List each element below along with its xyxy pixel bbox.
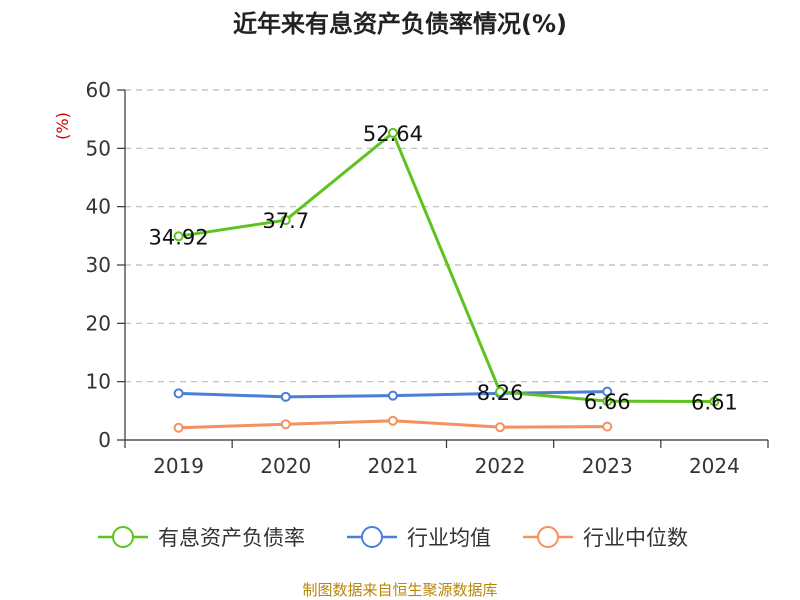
x-tick-label: 2023 xyxy=(582,454,633,478)
data-label: 52.64 xyxy=(363,122,423,146)
y-tick-label: 20 xyxy=(86,311,111,335)
legend-marker xyxy=(537,526,559,548)
y-tick-label: 40 xyxy=(86,195,111,219)
data-point xyxy=(387,127,398,138)
y-tick-label: 0 xyxy=(98,428,111,452)
y-tick-label: 10 xyxy=(86,370,111,394)
x-tick-label: 2022 xyxy=(475,454,526,478)
x-tick-label: 2021 xyxy=(367,454,418,478)
legend-label: 行业均值 xyxy=(407,526,491,550)
gridlines xyxy=(125,89,768,383)
data-labels: 34.92 37.7 52.64 8.26 6.66 6.61 xyxy=(149,122,738,415)
y-axis-unit: (%) xyxy=(53,112,72,140)
legend-item-2: 行业均值 xyxy=(347,526,491,550)
legend-item-3: 行业中位数 xyxy=(523,526,688,550)
data-point xyxy=(602,386,613,397)
data-label: 8.26 xyxy=(477,381,524,405)
x-tick-label: 2019 xyxy=(153,454,204,478)
x-tick-label: 2024 xyxy=(689,454,740,478)
data-label: 34.92 xyxy=(149,225,209,249)
data-label: 6.61 xyxy=(691,390,738,414)
series-2 xyxy=(173,386,613,402)
data-point xyxy=(280,391,291,402)
legend-label: 行业中位数 xyxy=(583,526,688,550)
legend-label: 有息资产负债率 xyxy=(158,526,305,550)
data-point xyxy=(173,388,184,399)
data-label: 6.66 xyxy=(584,390,631,414)
data-point xyxy=(387,415,398,426)
legend-item-1: 有息资产负债率 xyxy=(98,526,305,550)
series-line xyxy=(178,131,715,403)
legend-marker xyxy=(361,526,383,548)
series-layer xyxy=(173,127,720,433)
data-point xyxy=(387,390,398,401)
x-axis-ticks: 2019 2020 2021 2022 2023 2024 xyxy=(124,440,769,478)
data-point xyxy=(280,215,291,226)
data-label: 37.7 xyxy=(262,209,309,233)
y-axis-ticks: 0 10 20 30 40 50 60 xyxy=(86,78,125,452)
legend-marker xyxy=(112,526,134,548)
data-point xyxy=(495,386,506,397)
chart-title: 近年来有息资产负债率情况(%) xyxy=(233,10,567,38)
y-tick-label: 50 xyxy=(86,136,111,160)
data-source-note: 制图数据来自恒生聚源数据库 xyxy=(302,581,497,599)
data-point xyxy=(173,231,184,242)
y-tick-label: 30 xyxy=(86,253,111,277)
data-point xyxy=(709,396,720,407)
series-1 xyxy=(173,127,720,407)
legend: 有息资产负债率 行业均值 行业中位数 xyxy=(98,526,688,550)
data-point xyxy=(495,422,506,433)
data-point xyxy=(173,422,184,433)
data-point xyxy=(280,419,291,430)
series-3 xyxy=(173,415,613,433)
y-tick-label: 60 xyxy=(86,78,111,102)
data-point xyxy=(602,421,613,432)
x-tick-label: 2020 xyxy=(260,454,311,478)
data-point xyxy=(602,396,613,407)
